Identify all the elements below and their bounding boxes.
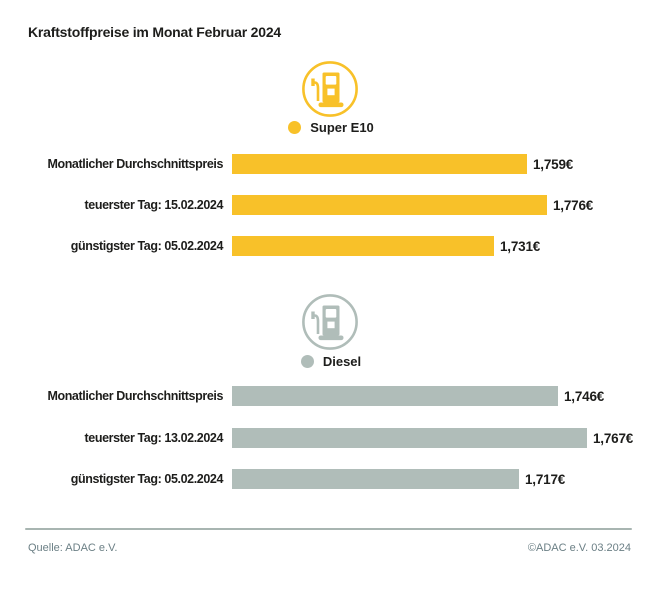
bar-row-super-average: Monatlicher Durchschnittspreis 1,759€ (28, 154, 668, 174)
legend-label: Diesel (322, 353, 362, 369)
bar-value: 1,746€ (564, 388, 605, 404)
chart-section-diesel: Diesel Monatlicher Durchschnittspreis 1,… (0, 293, 668, 493)
bar-label: teuerster Tag: 13.02.2024 (84, 431, 224, 445)
bar-diesel-max (232, 428, 587, 448)
bar-diesel-average (232, 386, 558, 406)
footer-source: Quelle: ADAC e.V. (28, 542, 118, 554)
bar-value: 1,759€ (533, 156, 574, 172)
fuel-pump-icon (301, 60, 359, 118)
legend-super-e10: Super E10 (0, 119, 662, 135)
bar-row-diesel-min: günstigster Tag: 05.02.2024 1,717€ (28, 469, 668, 489)
bar-diesel-min (232, 469, 519, 489)
bar-label: günstigster Tag: 05.02.2024 (70, 472, 224, 486)
chart-section-super-e10: Super E10 Monatlicher Durchschnittspreis… (0, 60, 668, 260)
bar-value: 1,731€ (500, 238, 541, 254)
fuel-pump-icon (301, 293, 359, 351)
legend-dot-icon (288, 120, 302, 134)
bar-value: 1,767€ (593, 430, 634, 446)
bar-value: 1,717€ (525, 471, 566, 487)
bar-row-super-max: teuerster Tag: 15.02.2024 1,776€ (28, 195, 668, 215)
bar-super-max (232, 195, 547, 215)
bar-value: 1,776€ (553, 197, 594, 213)
bar-super-average (232, 154, 527, 174)
footer-copyright: ©ADAC e.V. 03.2024 (527, 542, 631, 554)
legend-dot-icon (300, 354, 314, 368)
bar-label: günstigster Tag: 05.02.2024 (70, 239, 224, 253)
legend-label: Super E10 (310, 119, 374, 135)
bar-row-diesel-average: Monatlicher Durchschnittspreis 1,746€ (28, 386, 668, 406)
bar-label: Monatlicher Durchschnittspreis (47, 389, 223, 403)
legend-diesel: Diesel (0, 353, 662, 369)
footer-divider (25, 528, 632, 530)
bar-label: teuerster Tag: 15.02.2024 (84, 198, 224, 212)
bar-row-super-min: günstigster Tag: 05.02.2024 1,731€ (28, 236, 668, 256)
bar-row-diesel-max: teuerster Tag: 13.02.2024 1,767€ (28, 428, 668, 448)
bar-label: Monatlicher Durchschnittspreis (47, 157, 223, 171)
page-title: Kraftstoffpreise im Monat Februar 2024 (28, 24, 282, 40)
bar-super-min (232, 236, 494, 256)
